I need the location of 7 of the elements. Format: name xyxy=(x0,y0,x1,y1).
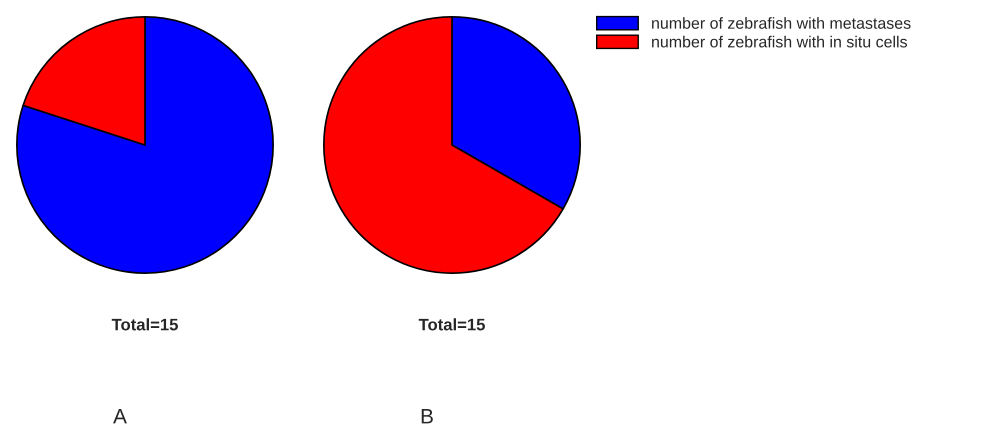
legend-label: number of zebrafish with metastases xyxy=(652,17,911,29)
text: A xyxy=(113,409,127,424)
legend-label: number of zebrafish with in situ cells xyxy=(652,36,907,48)
pie-slice xyxy=(16,16,274,274)
text: Total=15 xyxy=(418,318,485,330)
text: B xyxy=(422,409,433,424)
text: Total=15 xyxy=(112,318,178,330)
